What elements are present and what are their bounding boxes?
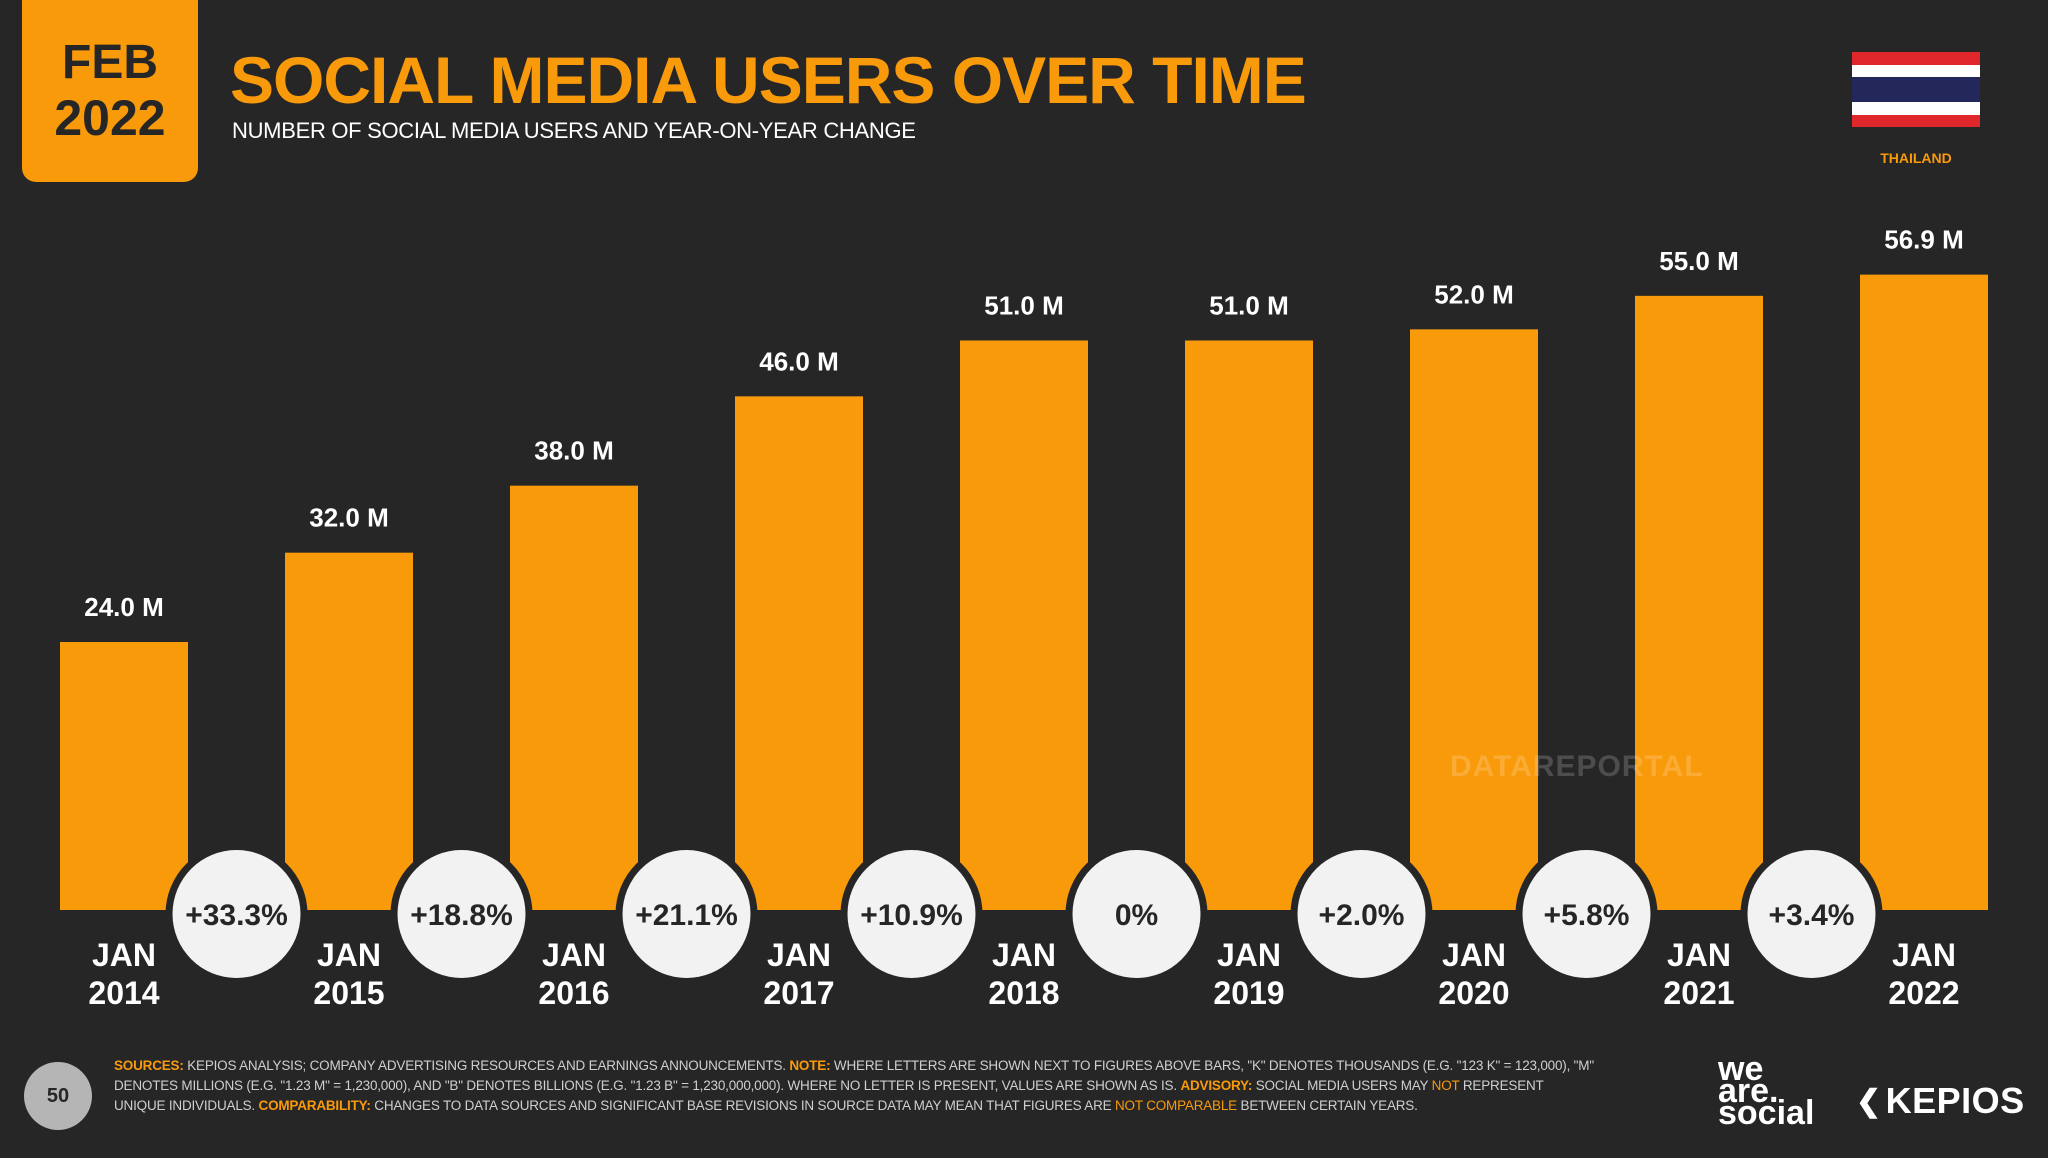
date-badge-month: FEB [62,36,158,89]
change-circle [1747,850,1876,978]
yoy-change-label: +2.0% [1319,899,1405,932]
bar-value-label: 52.0 M [1434,279,1514,309]
bar [1860,274,1988,910]
advisory-not: NOT [1431,1078,1460,1093]
bar [1410,329,1538,910]
yoy-change-label: +10.9% [860,899,963,932]
x-tick-label-year: 2022 [1888,975,1959,1011]
x-tick-label-month: JAN [1217,937,1281,973]
bar-value-label: 32.0 M [309,503,389,533]
x-tick-label-year: 2021 [1663,975,1734,1011]
change-circle [1297,850,1426,978]
bar-value-label: 56.9 M [1884,225,1964,255]
change-circle [397,850,526,978]
x-tick-label-year: 2019 [1213,975,1284,1011]
advisory-text-1: SOCIAL MEDIA USERS MAY [1252,1078,1432,1093]
x-tick-label-month: JAN [1442,937,1506,973]
kepios-mark-icon: ❮ [1856,1084,1882,1118]
bar [1635,295,1763,910]
change-circle [1522,850,1651,978]
x-tick-label-year: 2014 [88,975,159,1011]
thailand-flag-icon [1852,52,1980,140]
we-are-social-logo: we are. social [1718,1052,1815,1132]
x-tick-label-month: JAN [767,937,831,973]
yoy-change-label: +3.4% [1769,899,1855,932]
x-tick-label-month: JAN [317,937,381,973]
x-tick-label-month: JAN [92,937,156,973]
comparability-end: BETWEEN CERTAIN YEARS. [1236,1098,1418,1113]
datareportal-watermark: DATAREPORTAL [1450,750,1704,783]
bar-value-label: 55.0 M [1659,246,1739,276]
x-tick-label-year: 2018 [988,975,1059,1011]
bar [510,485,638,910]
comparability-text: CHANGES TO DATA SOURCES AND SIGNIFICANT … [370,1098,1115,1113]
bar [285,552,413,910]
we-are-social-line-3: social [1718,1094,1815,1132]
kepios-text: KEPIOS [1885,1080,2025,1121]
x-tick-label-year: 2015 [313,975,384,1011]
footnote: SOURCES: KEPIOS ANALYSIS; COMPANY ADVERT… [114,1056,1594,1116]
change-circle [622,850,751,978]
bar-value-label: 51.0 M [984,291,1064,321]
date-badge-year: 2022 [54,90,166,146]
x-tick-label-month: JAN [992,937,1056,973]
change-circle [172,850,301,978]
bar [735,396,863,910]
x-tick-label-year: 2016 [538,975,609,1011]
yoy-change-label: +18.8% [410,899,513,932]
bar [1185,340,1313,910]
comparability-label: COMPARABILITY: [258,1098,371,1113]
page-subtitle: NUMBER OF SOCIAL MEDIA USERS AND YEAR-ON… [232,118,916,143]
comparability-not: NOT COMPARABLE [1114,1098,1237,1113]
note-text: WHERE LETTERS ARE SHOWN NEXT TO FIGURES … [114,1058,1594,1093]
x-tick-label-year: 2020 [1438,975,1509,1011]
yoy-change-label: 0% [1115,899,1158,932]
country-label: THAILAND [1880,150,1952,166]
bar-value-label: 38.0 M [534,436,614,466]
bar-value-label: 46.0 M [759,346,839,376]
x-tick-label-month: JAN [1667,937,1731,973]
x-tick-label-month: JAN [1892,937,1956,973]
change-circle [1072,850,1201,978]
bar [960,340,1088,910]
date-badge: FEB 2022 [22,0,198,182]
change-circle [847,850,976,978]
bar-value-label: 24.0 M [84,592,164,622]
kepios-logo: ❮ KEPIOS [1856,1080,2025,1122]
sources-label: SOURCES: [114,1058,184,1073]
advisory-label: ADVISORY: [1180,1078,1253,1093]
bar [60,642,188,910]
x-tick-label-month: JAN [542,937,606,973]
page-number: 50 [24,1062,92,1130]
bar-value-label: 51.0 M [1209,291,1289,321]
yoy-change-label: +21.1% [635,899,738,932]
note-label: NOTE: [789,1058,831,1073]
x-tick-label-year: 2017 [763,975,834,1011]
sources-text: KEPIOS ANALYSIS; COMPANY ADVERTISING RES… [183,1058,790,1073]
page-title: SOCIAL MEDIA USERS OVER TIME [230,43,1307,117]
yoy-change-label: +33.3% [185,899,288,932]
yoy-change-label: +5.8% [1544,899,1630,932]
advisory-text-2: REPRESENT UNIQUE INDIVIDUALS. [114,1078,1544,1113]
